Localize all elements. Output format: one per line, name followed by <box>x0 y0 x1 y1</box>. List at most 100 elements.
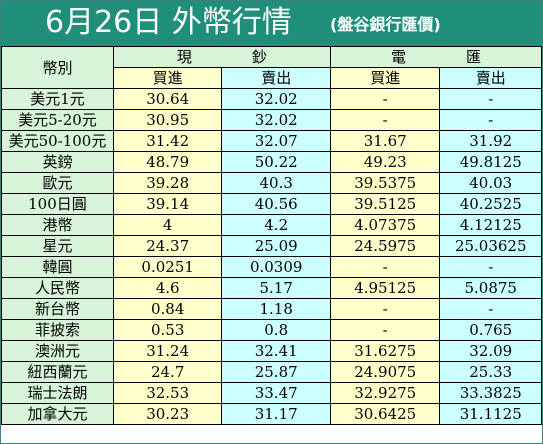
cash-buy-header: 買進 <box>112 67 223 89</box>
wire-sell-cell: 49.8125 <box>439 151 542 173</box>
wire-buy-cell: - <box>329 256 441 278</box>
currency-cell: 新台幣 <box>1 298 114 320</box>
wire-sell-cell: 31.92 <box>439 130 542 152</box>
cash-sell-cell: 25.09 <box>221 235 331 257</box>
wire-sell-cell: 25.33 <box>439 361 542 383</box>
currency-cell: 美元50-100元 <box>1 130 114 152</box>
cash-buy-cell: 39.28 <box>112 172 223 194</box>
cash-sell-cell: 32.02 <box>221 88 331 110</box>
table-row: 澳洲元 31.24 32.41 31.6275 32.09 <box>1 340 542 362</box>
wire-buy-cell: 39.5125 <box>329 193 441 215</box>
cash-buy-cell: 30.23 <box>112 403 223 425</box>
cash-buy-cell: 0.53 <box>112 319 223 341</box>
wire-buy-cell: 32.9275 <box>329 382 441 404</box>
wire-buy-cell: - <box>329 88 441 110</box>
cash-sell-cell: 40.56 <box>221 193 331 215</box>
exchange-rate-table: 幣別 現鈔 電匯 買進 賣出 買進 賣出 美元1元 30.64 32.02- - 美元5… <box>1 46 543 425</box>
wire-buy-cell: - <box>329 319 441 341</box>
wire-buy-cell: 39.5375 <box>329 172 441 194</box>
table-row: 加拿大元 30.23 31.17 30.6425 31.1125 <box>1 403 542 425</box>
wire-sell-cell: 25.03625 <box>439 235 542 257</box>
table-row: 韓圓 0.0251 0.0309- - <box>1 256 542 278</box>
wire-buy-cell: 49.23 <box>329 151 441 173</box>
table-row: 菲披索 0.53 0.8-0.765 <box>1 319 542 341</box>
cash-buy-cell: 0.0251 <box>112 256 223 278</box>
cash-sell-cell: 0.8 <box>221 319 331 341</box>
currency-cell: 菲披索 <box>1 319 114 341</box>
table-row: 英鎊 48.79 50.22 49.23 49.8125 <box>1 151 542 173</box>
cash-sell-cell: 4.2 <box>221 214 331 236</box>
wire-sell-cell: - <box>439 109 542 131</box>
cash-buy-cell: 24.37 <box>112 235 223 257</box>
cash-buy-cell: 4.6 <box>112 277 223 299</box>
cash-sell-header: 賣出 <box>221 67 331 89</box>
wire-buy-cell: 24.9075 <box>329 361 441 383</box>
currency-cell: 瑞士法朗 <box>1 382 114 404</box>
wire-buy-header: 買進 <box>329 67 441 89</box>
currency-cell: 澳洲元 <box>1 340 114 362</box>
wire-sell-cell: 5.0875 <box>439 277 542 299</box>
cash-sell-cell: 50.22 <box>221 151 331 173</box>
currency-cell: 100日圓 <box>1 193 114 215</box>
cash-sell-cell: 25.87 <box>221 361 331 383</box>
cash-buy-cell: 48.79 <box>112 151 223 173</box>
wire-buy-cell: 4.95125 <box>329 277 441 299</box>
wire-sell-cell: 0.765 <box>439 319 542 341</box>
currency-cell: 人民幣 <box>1 277 114 299</box>
page-title: 6月26日 外幣行情 <box>45 5 292 40</box>
cash-buy-cell: 0.84 <box>112 298 223 320</box>
currency-cell: 美元5-20元 <box>1 109 114 131</box>
currency-cell: 英鎊 <box>1 151 114 173</box>
wire-sell-header: 賣出 <box>439 67 542 89</box>
table-row: 瑞士法朗 32.53 33.47 32.9275 33.3825 <box>1 382 542 404</box>
cash-sell-cell: 31.17 <box>221 403 331 425</box>
currency-cell: 美元1元 <box>1 88 114 110</box>
wire-sell-cell: - <box>439 88 542 110</box>
bank-source-label: (盤谷銀行匯價) <box>330 15 441 34</box>
cash-group-header: 現鈔 <box>112 46 331 68</box>
currency-column-header: 幣別 <box>1 46 114 89</box>
table-row: 紐西蘭元 24.7 25.87 24.9075 25.33 <box>1 361 542 383</box>
cash-sell-cell: 1.18 <box>221 298 331 320</box>
wire-buy-cell: - <box>329 109 441 131</box>
table-row: 人民幣 4.6 5.17 4.95125 5.0875 <box>1 277 542 299</box>
header-row-groups: 幣別 現鈔 電匯 <box>1 46 543 89</box>
currency-cell: 韓圓 <box>1 256 114 278</box>
cash-sell-cell: 33.47 <box>221 382 331 404</box>
cash-sell-cell: 32.02 <box>221 109 331 131</box>
wire-buy-cell: 24.5975 <box>329 235 441 257</box>
cash-buy-cell: 4 <box>112 214 223 236</box>
cash-sell-cell: 32.41 <box>221 340 331 362</box>
wire-sell-cell: 40.2525 <box>439 193 542 215</box>
wire-buy-cell: 31.67 <box>329 130 441 152</box>
currency-cell: 港幣 <box>1 214 114 236</box>
wire-buy-cell: 30.6425 <box>329 403 441 425</box>
table-row: 新台幣 0.84 1.18- - <box>1 298 542 320</box>
cash-buy-cell: 31.24 <box>112 340 223 362</box>
wire-sell-cell: 40.03 <box>439 172 542 194</box>
cash-buy-cell: 31.42 <box>112 130 223 152</box>
currency-cell: 紐西蘭元 <box>1 361 114 383</box>
wire-buy-cell: 31.6275 <box>329 340 441 362</box>
table-row: 星元 24.37 25.09 24.5975 25.03625 <box>1 235 542 257</box>
currency-cell: 歐元 <box>1 172 114 194</box>
currency-cell: 星元 <box>1 235 114 257</box>
cash-buy-cell: 30.64 <box>112 88 223 110</box>
currency-cell: 加拿大元 <box>1 403 114 425</box>
cash-buy-cell: 39.14 <box>112 193 223 215</box>
wire-group-header: 電匯 <box>329 46 543 68</box>
table-row: 歐元 39.28 40.3 39.5375 40.03 <box>1 172 542 194</box>
cash-buy-cell: 30.95 <box>112 109 223 131</box>
cash-sell-cell: 32.07 <box>221 130 331 152</box>
cash-buy-cell: 24.7 <box>112 361 223 383</box>
wire-buy-cell: - <box>329 298 441 320</box>
wire-sell-cell: 4.12125 <box>439 214 542 236</box>
title-bar: 6月26日 外幣行情 (盤谷銀行匯價) <box>1 1 542 46</box>
table-row: 100日圓 39.14 40.56 39.5125 40.2525 <box>1 193 542 215</box>
header-row-subcolumns: 買進 賣出 買進 賣出 <box>2 67 542 89</box>
wire-sell-cell: - <box>439 298 542 320</box>
wire-sell-cell: - <box>439 256 542 278</box>
cash-sell-cell: 5.17 <box>221 277 331 299</box>
wire-sell-cell: 33.3825 <box>439 382 542 404</box>
